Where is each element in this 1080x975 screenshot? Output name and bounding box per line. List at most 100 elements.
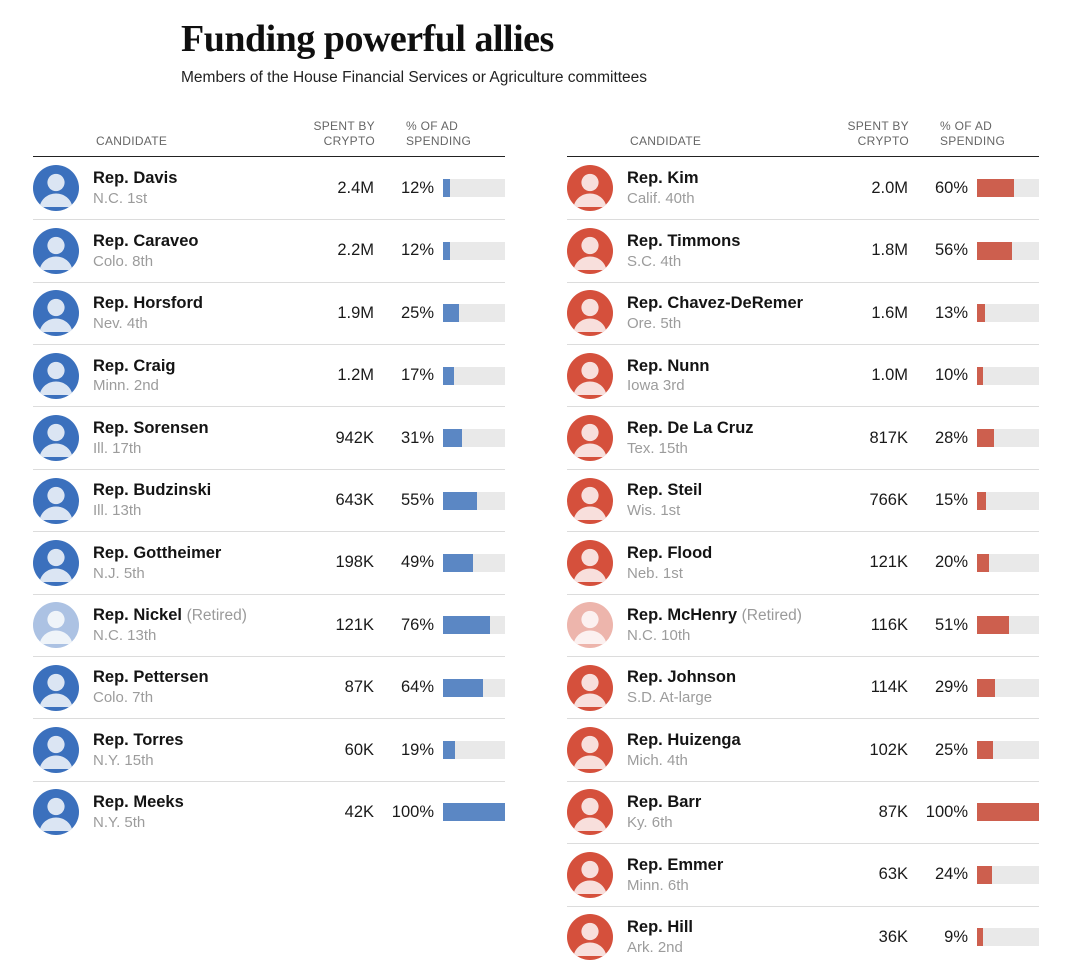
candidate-info: Rep. Nunn Iowa 3rd bbox=[627, 357, 838, 395]
table-row: Rep. Barr Ky. 6th 87K 100% bbox=[567, 780, 1039, 843]
spent-by-crypto-value: 42K bbox=[344, 802, 374, 821]
ad-spending-bar-fill bbox=[443, 803, 505, 822]
ad-spending-bar-fill bbox=[443, 366, 454, 385]
spent-by-crypto-value: 1.0M bbox=[871, 366, 908, 385]
ad-spending-bar-fill bbox=[977, 241, 1012, 260]
ad-spending-bar bbox=[977, 741, 1039, 760]
spent-by-crypto-value: 121K bbox=[869, 553, 908, 572]
table-row: Rep. Budzinski Ill. 13th 643K 55% bbox=[33, 468, 505, 531]
candidate-avatar bbox=[33, 539, 79, 586]
tables-container: CANDIDATE SPENT BY CRYPTO % OF AD SPENDI… bbox=[33, 113, 1072, 968]
ad-spending-bar bbox=[443, 304, 505, 323]
pct-of-ad-spending-value: 13% bbox=[934, 303, 968, 322]
candidate-name: Rep. Barr bbox=[627, 793, 702, 812]
table-row: Rep. Pettersen Colo. 7th 87K 64% bbox=[33, 656, 505, 718]
candidate-info: Rep. Kim Calif. 40th bbox=[627, 169, 838, 207]
spent-by-crypto-value: 121K bbox=[335, 615, 374, 634]
candidate-avatar bbox=[33, 477, 79, 524]
person-icon bbox=[39, 173, 73, 208]
candidate-district: N.J. 5th bbox=[93, 564, 145, 582]
person-icon bbox=[573, 424, 607, 458]
candidate-name: Rep. Chavez-DeRemer bbox=[627, 294, 804, 313]
candidate-name: Rep. Davis bbox=[93, 168, 178, 187]
person-icon bbox=[39, 798, 73, 832]
candidate-avatar bbox=[33, 789, 79, 836]
page-subtitle: Members of the House Financial Services … bbox=[181, 68, 648, 86]
table-row: Rep. Flood Neb. 1st 121K 20% bbox=[567, 531, 1039, 593]
page-title: Funding powerful allies bbox=[181, 18, 554, 60]
table-row: Rep. Hill Ark. 2nd 36K 9% bbox=[567, 905, 1039, 968]
column-header-pct-of-ad-spending: % OF AD SPENDING bbox=[940, 118, 1006, 148]
candidate-name: Rep. Emmer bbox=[627, 855, 724, 874]
spent-by-crypto-value: 87K bbox=[344, 678, 374, 697]
candidate-name: Rep. Flood bbox=[627, 543, 713, 562]
candidate-avatar bbox=[567, 664, 613, 711]
pct-of-ad-spending-value: 76% bbox=[400, 615, 434, 634]
ad-spending-bar-fill bbox=[443, 179, 451, 198]
spent-by-crypto-value: 1.6M bbox=[871, 303, 908, 322]
ad-spending-bar bbox=[443, 678, 505, 697]
candidate-name: Rep. Kim bbox=[627, 168, 699, 187]
table-row: Rep. Kim Calif. 40th 2.0M 60% bbox=[567, 157, 1039, 219]
person-icon bbox=[39, 361, 73, 395]
candidate-info: Rep. Flood Neb. 1st bbox=[627, 544, 838, 582]
candidate-name: Rep. Gottheimer bbox=[93, 543, 222, 562]
spent-by-crypto-value: 63K bbox=[878, 865, 908, 884]
candidate-district: Ill. 13th bbox=[93, 502, 142, 520]
ad-spending-bar-fill bbox=[977, 179, 1015, 198]
table-row: Rep. Emmer Minn. 6th 63K 24% bbox=[567, 843, 1039, 905]
person-icon bbox=[39, 548, 73, 582]
candidate-avatar bbox=[33, 227, 79, 274]
spent-by-crypto-value: 1.8M bbox=[871, 241, 908, 260]
candidate-district: N.C. 10th bbox=[627, 627, 691, 645]
ad-spending-bar bbox=[443, 429, 505, 448]
pct-of-ad-spending-value: 100% bbox=[391, 802, 434, 821]
table-row: Rep. Huizenga Mich. 4th 102K 25% bbox=[567, 718, 1039, 780]
ad-spending-bar bbox=[977, 928, 1039, 947]
candidate-district: Neb. 1st bbox=[627, 564, 683, 582]
person-icon bbox=[573, 236, 607, 270]
table-right: CANDIDATE SPENT BY CRYPTO % OF AD SPENDI… bbox=[567, 113, 1039, 968]
candidate-district: Ore. 5th bbox=[627, 315, 682, 333]
table-row: Rep. Meeks N.Y. 5th 42K 100% bbox=[33, 780, 505, 843]
candidate-district: S.D. At-large bbox=[627, 689, 713, 707]
candidate-name: Rep. Steil bbox=[627, 481, 703, 500]
candidate-avatar bbox=[33, 664, 79, 711]
candidate-avatar bbox=[567, 602, 613, 649]
spent-by-crypto-value: 942K bbox=[335, 428, 374, 447]
ad-spending-bar bbox=[977, 678, 1039, 697]
pct-of-ad-spending-value: 100% bbox=[925, 802, 968, 821]
spent-by-crypto-value: 766K bbox=[869, 491, 908, 510]
ad-spending-bar bbox=[443, 491, 505, 510]
table-row: Rep. Chavez-DeRemer Ore. 5th 1.6M 13% bbox=[567, 281, 1039, 344]
candidate-info: Rep. Huizenga Mich. 4th bbox=[627, 731, 838, 769]
candidate-avatar bbox=[567, 477, 613, 524]
candidate-avatar bbox=[33, 415, 79, 462]
candidate-name: Rep. McHenry (Retired) bbox=[627, 606, 802, 625]
candidate-name: Rep. Johnson bbox=[627, 668, 737, 687]
table-header: CANDIDATE SPENT BY CRYPTO % OF AD SPENDI… bbox=[33, 113, 505, 157]
candidate-district: N.Y. 15th bbox=[93, 751, 154, 769]
table-header: CANDIDATE SPENT BY CRYPTO % OF AD SPENDI… bbox=[567, 113, 1039, 157]
candidate-district: Wis. 1st bbox=[627, 502, 681, 520]
candidate-avatar bbox=[33, 165, 79, 212]
column-header-candidate: CANDIDATE bbox=[630, 133, 702, 148]
candidate-info: Rep. Chavez-DeRemer Ore. 5th bbox=[627, 294, 838, 332]
table-row: Rep. Timmons S.C. 4th 1.8M 56% bbox=[567, 219, 1039, 281]
candidate-district: Minn. 6th bbox=[627, 876, 689, 894]
candidate-name: Rep. Caraveo bbox=[93, 231, 199, 250]
spent-by-crypto-value: 2.2M bbox=[337, 241, 374, 260]
person-icon bbox=[573, 798, 607, 832]
person-icon bbox=[39, 424, 73, 458]
pct-of-ad-spending-value: 29% bbox=[934, 678, 968, 697]
candidate-avatar bbox=[33, 602, 79, 649]
pct-of-ad-spending-value: 12% bbox=[400, 241, 434, 260]
table-row: Rep. Sorensen Ill. 17th 942K 31% bbox=[33, 406, 505, 468]
title-block: Funding powerful allies Members of the H… bbox=[181, 18, 1072, 87]
ad-spending-bar-fill bbox=[977, 429, 995, 448]
person-icon bbox=[573, 548, 607, 582]
person-icon bbox=[573, 173, 607, 208]
ad-spending-bar bbox=[443, 179, 505, 198]
candidate-district: Tex. 15th bbox=[627, 439, 688, 457]
column-header-pct-of-ad-spending: % OF AD SPENDING bbox=[406, 118, 472, 148]
